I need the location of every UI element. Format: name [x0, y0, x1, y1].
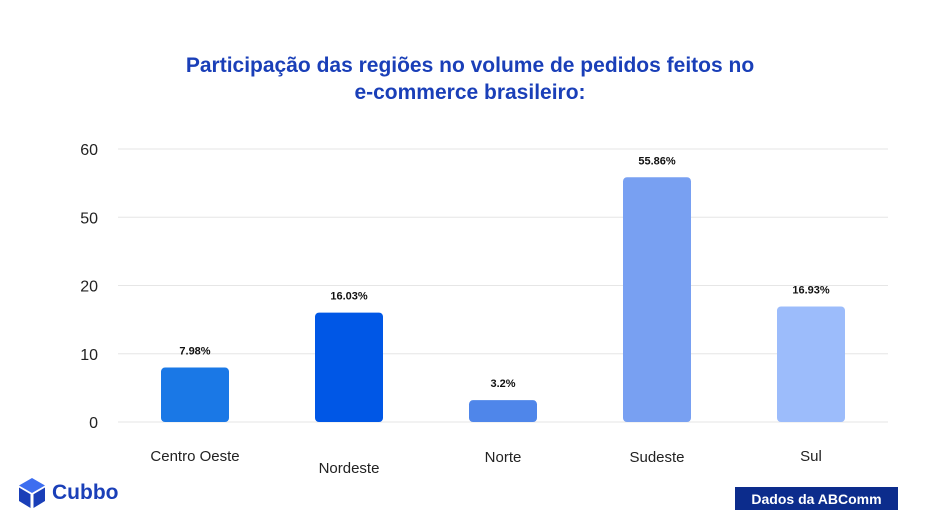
bar [469, 400, 537, 422]
data-label: 7.98% [179, 346, 210, 358]
source-badge: Dados da ABComm [735, 487, 898, 510]
data-label: 3.2% [490, 378, 515, 390]
data-label: 16.93% [792, 284, 830, 296]
x-tick-label: Centro Oeste [150, 448, 239, 465]
y-tick-label: 50 [80, 210, 98, 227]
cube-icon [19, 478, 45, 508]
brand-logo: Cubbo [18, 476, 118, 510]
bar [161, 367, 229, 422]
chart-title: Participação das regiões no volume de pe… [0, 52, 940, 106]
bars [161, 177, 845, 422]
data-labels: 7.98% 16.03% 3.2% 55.86% 16.93% [179, 155, 829, 390]
y-tick-label: 10 [80, 347, 98, 364]
bar [315, 312, 383, 422]
chart-title-line-1: Participação das regiões no volume de pe… [185, 54, 755, 77]
y-tick-label: 0 [89, 415, 98, 432]
x-tick-label: Nordeste [319, 460, 380, 477]
x-tick-label: Sul [800, 448, 822, 465]
data-label: 16.03% [330, 291, 368, 303]
y-axis-tick-labels: 0 10 20 50 60 [80, 142, 98, 432]
x-tick-label: Norte [485, 449, 522, 466]
bar [623, 177, 691, 422]
y-tick-label: 20 [80, 279, 98, 296]
x-tick-label: Sudeste [629, 449, 684, 466]
y-tick-label: 60 [80, 142, 98, 159]
data-label: 55.86% [638, 155, 676, 167]
chart-title-line-2: e-commerce brasileiro: [354, 81, 586, 104]
x-axis-tick-labels: Centro Oeste Nordeste Norte Sudeste Sul [150, 448, 821, 477]
bar [777, 306, 845, 422]
brand-name: Cubbo [52, 481, 119, 504]
